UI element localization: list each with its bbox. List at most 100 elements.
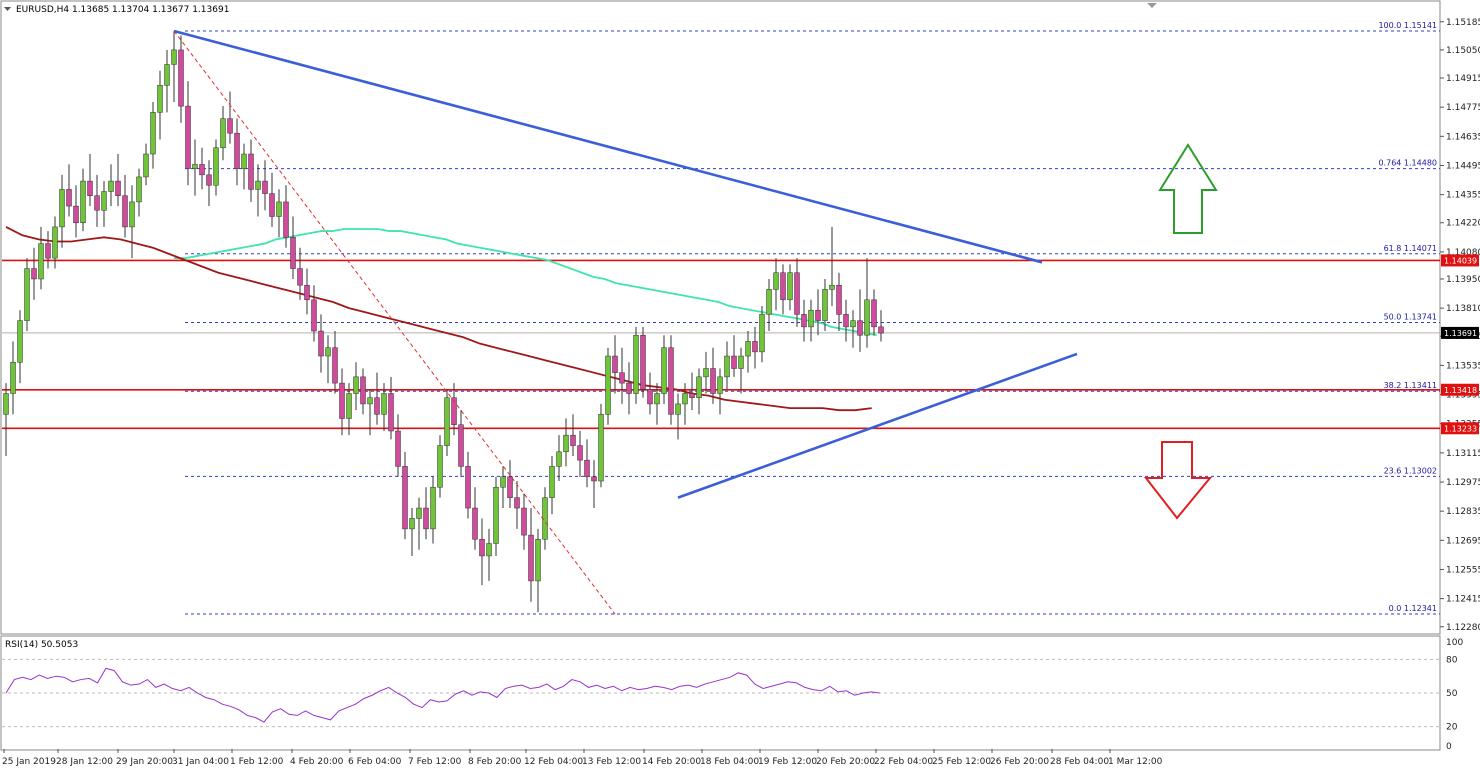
arrows	[1143, 143, 1218, 520]
bear-candle	[87, 180, 93, 196]
y-tick-label: 1.13115	[1446, 449, 1480, 459]
bull-candle	[381, 393, 387, 415]
symbol-header: EURUSD,H4 1.13685 1.13704 1.13677 1.1369…	[16, 5, 229, 15]
bear-candle	[297, 268, 303, 286]
header-dropdown-icon[interactable]	[4, 7, 11, 11]
bull-candle	[444, 397, 450, 446]
bear-candle	[647, 389, 653, 405]
bear-candle	[514, 497, 520, 509]
y-tick-label: 1.12975	[1446, 478, 1480, 488]
main-plot-frame	[0, 0, 1441, 635]
bear-candle	[843, 314, 849, 328]
bear-candle	[234, 132, 240, 169]
price-axis: 1.15185 1.15050 1.14915 1.14775 1.14635 1.144…	[1440, 18, 1480, 633]
candles	[3, 31, 884, 613]
bear-candle	[668, 347, 674, 415]
y-tick-label: 1.13535	[1446, 361, 1480, 371]
bull-candle	[675, 403, 681, 415]
bull-candle	[556, 451, 562, 467]
bull-candle	[808, 309, 814, 328]
x-tick-label: 1 Mar 12:00	[1108, 757, 1163, 767]
bull-candle	[605, 355, 611, 415]
bear-candle	[780, 272, 786, 301]
fib-label: 0.764 1.14480	[1378, 159, 1437, 168]
bear-candle	[521, 507, 527, 536]
bull-candle	[563, 434, 569, 453]
x-tick-label: 12 Feb 04:00	[524, 757, 583, 767]
bear-candle	[507, 476, 513, 498]
bull-candle	[661, 347, 667, 394]
bear-candle	[122, 195, 128, 228]
rsi-panel: 100 80 50 20 0	[2, 638, 1463, 752]
bull-candle	[633, 334, 639, 394]
fib-label: 50.0 1.13741	[1384, 312, 1437, 321]
bull-candle	[276, 201, 282, 217]
bull-candle	[437, 445, 443, 488]
bear-candle	[178, 49, 184, 107]
bull-candle	[108, 180, 114, 192]
y-tick-label: 1.14220	[1446, 219, 1480, 229]
bull-candle	[38, 243, 44, 280]
y-tick-label: 1.14775	[1446, 103, 1480, 113]
bull-candle	[864, 299, 870, 336]
bull-candle	[724, 355, 730, 378]
bear-candle	[66, 189, 72, 207]
x-tick-label: 22 Feb 04:00	[874, 757, 933, 767]
bear-candle	[465, 466, 471, 509]
bear-candle	[248, 153, 254, 190]
bull-candle	[717, 376, 723, 394]
level-price-tag-bg	[1441, 422, 1479, 435]
rsi-header: RSI(14) 50.5053	[5, 640, 78, 650]
bear-candle	[878, 326, 884, 334]
descending-trendline	[173, 29, 1043, 264]
bear-candle	[871, 299, 877, 328]
bear-candle	[731, 355, 737, 369]
y-tick-label: 1.12835	[1446, 507, 1480, 517]
level-price-tag-bg	[1441, 383, 1479, 396]
bear-candle	[339, 382, 345, 419]
bull-candle	[52, 226, 58, 259]
bear-candle	[304, 284, 310, 301]
y-tick-label: 1.14495	[1446, 161, 1480, 171]
bear-candle	[794, 272, 800, 315]
bull-candle	[171, 49, 177, 65]
bull-candle	[773, 272, 779, 290]
x-tick-label: 25 Feb 12:00	[932, 757, 991, 767]
bull-candle	[129, 201, 135, 228]
bear-candle	[584, 459, 590, 478]
bear-candle	[479, 539, 485, 557]
y-tick-label: 1.14635	[1446, 132, 1480, 142]
rsi-tick-label: 50	[1446, 689, 1458, 699]
scroll-marker-icon[interactable]	[1147, 3, 1157, 8]
bull-candle	[157, 85, 163, 113]
bull-candle	[143, 153, 149, 178]
level-price-tag-bg	[1441, 254, 1479, 267]
bull-candle	[10, 362, 16, 394]
level-price-tag: 1.14039	[1444, 256, 1477, 265]
bull-candle	[829, 284, 835, 290]
x-tick-label: 28 Feb 04:00	[1050, 757, 1109, 767]
bear-candle	[801, 314, 807, 328]
ascending-trendline	[677, 352, 1078, 499]
bear-candle	[115, 180, 121, 196]
rsi-tick-label: 0	[1446, 742, 1452, 752]
x-tick-label: 25 Jan 2019	[2, 757, 56, 767]
fib-label: 23.6 1.13002	[1384, 466, 1437, 475]
rsi-plot-frame	[0, 635, 1441, 751]
fib-label: 61.8 1.14071	[1384, 244, 1437, 253]
bull-candle	[682, 393, 688, 405]
bear-candle	[332, 347, 338, 384]
bear-candle	[451, 397, 457, 425]
bear-candle	[262, 180, 268, 194]
bear-candle	[73, 205, 79, 223]
y-tick-label: 1.15185	[1446, 18, 1480, 28]
bear-candle	[472, 507, 478, 540]
trendlines	[173, 29, 1078, 615]
rsi-tick-label: 20	[1446, 723, 1458, 733]
bull-candle	[164, 64, 170, 86]
level-price-tag: 1.13418	[1444, 386, 1477, 395]
bear-candle	[395, 430, 401, 467]
bear-candle	[388, 393, 394, 432]
